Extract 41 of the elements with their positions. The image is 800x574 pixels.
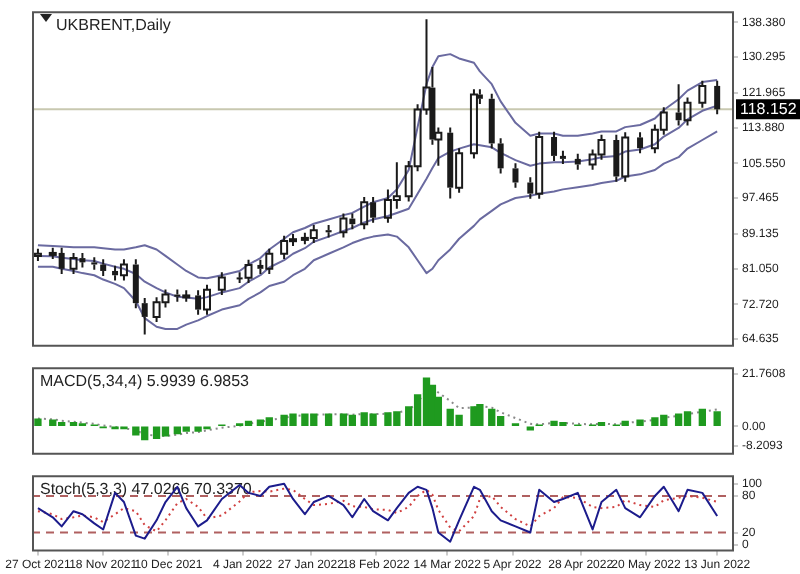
bar [339,413,348,426]
bar [476,403,484,426]
bar [674,413,683,426]
bar [152,426,161,439]
candlestick [325,224,332,239]
chart-title: MACD(5,34,4) 5.9939 6.9853 [40,371,251,390]
candlestick [132,258,139,310]
ref-line-label: 118.152 [740,99,798,118]
bar [265,417,273,426]
bar [698,408,706,426]
candlestick [637,131,644,155]
candlestick [714,79,721,116]
bar [621,420,629,426]
bar [713,411,721,426]
candlestick [91,256,98,271]
candlestick [141,297,148,336]
bar [384,412,392,426]
candlestick [559,149,566,166]
bar [301,413,309,426]
bar [496,415,505,426]
bar [348,414,356,426]
candlestick [100,258,107,278]
candlestick [488,92,495,150]
bar [683,411,692,426]
bar [369,413,377,426]
bar [455,414,463,426]
chart-title: UKBRENT,Daily [56,15,171,34]
bar [182,426,190,432]
bar [244,420,253,426]
bar [488,408,496,426]
candlestick [497,137,504,175]
bar [324,413,333,426]
bar [651,417,659,426]
candlestick [551,130,558,163]
bar [161,426,170,437]
bar [256,419,265,426]
bar [34,418,42,426]
bar [49,419,57,426]
candlestick [574,152,581,171]
bar [636,419,644,426]
candlestick [512,162,519,189]
